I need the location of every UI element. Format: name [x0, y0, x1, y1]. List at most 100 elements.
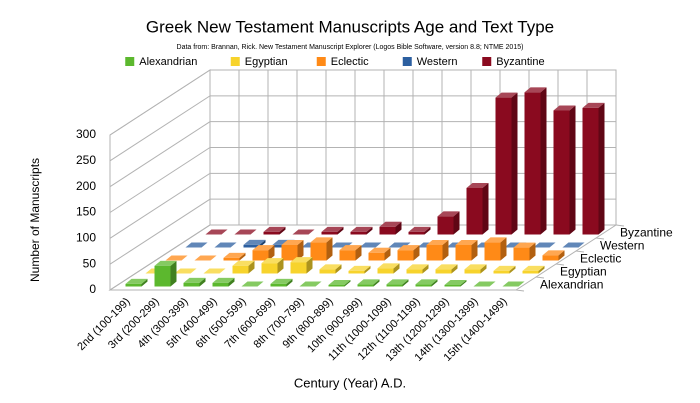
bar-top-shade [232, 260, 255, 266]
bar-front [368, 252, 385, 261]
floor-divider [535, 276, 545, 279]
legend-swatch [482, 57, 492, 66]
floor-divider [515, 289, 525, 292]
bar-front [212, 282, 229, 287]
bar-top-shade [495, 92, 518, 98]
bar-top-shade [328, 279, 351, 285]
bar-top-shade [321, 226, 344, 232]
bar-top-shade [205, 229, 228, 235]
legend-label: Eclectic [331, 56, 369, 68]
bar [437, 211, 460, 235]
bar-side-shade [540, 87, 547, 235]
bar [319, 264, 342, 274]
bar-side [500, 237, 507, 261]
bar-side-shade [442, 240, 449, 261]
bar [252, 245, 275, 261]
bar-side [482, 183, 489, 235]
bar [339, 245, 362, 261]
bar-side [540, 87, 547, 235]
bar-side-shade [239, 252, 246, 261]
bar-top-shade [455, 240, 478, 245]
bar-side-shade [335, 264, 342, 274]
bar-top-shade [379, 221, 402, 227]
bar-front [437, 216, 454, 235]
bar [455, 240, 478, 261]
bar [464, 264, 487, 274]
bar [154, 260, 177, 287]
bar-side-shade [402, 279, 409, 287]
bar-top-shade [553, 105, 576, 111]
bar-top-shade [484, 237, 507, 243]
bar-front [426, 245, 443, 261]
grid-line [109, 147, 616, 213]
bar-side-shade [286, 278, 293, 287]
bar-top-shade [437, 211, 460, 217]
bar [321, 226, 344, 235]
bar [263, 226, 286, 235]
bar-front [223, 257, 240, 261]
bar-top [212, 277, 235, 283]
bar-top [406, 264, 429, 270]
bar-side-shade [355, 245, 362, 261]
bar-top-shade [562, 242, 585, 248]
bar-side-shade [558, 250, 565, 261]
bar-side [286, 278, 293, 287]
bar [328, 279, 351, 287]
bar-top [234, 229, 257, 235]
bar-side [460, 279, 467, 287]
chart-title: Greek New Testament Manuscripts Age and … [146, 17, 554, 36]
y-axis-label: Number of Manuscripts [28, 158, 42, 282]
bar-front [484, 242, 501, 261]
bar [241, 281, 264, 287]
bar-top-shade [263, 226, 286, 232]
bar-front [495, 97, 512, 235]
bar-side-shade [393, 263, 400, 274]
bar-side-shade [364, 265, 371, 274]
bar-side [431, 279, 438, 287]
bar [299, 281, 322, 287]
bar-top-shade [243, 239, 266, 245]
bar-side-shade [480, 264, 487, 274]
bar-side [480, 264, 487, 274]
bar-side-shade [482, 183, 489, 235]
bar-top [270, 278, 293, 284]
bar-top [203, 268, 226, 274]
bar-top-shade [542, 250, 565, 256]
bar-front [290, 262, 307, 274]
bar-front [435, 269, 452, 274]
bar [397, 245, 420, 261]
bar-top-shade [397, 245, 420, 251]
x-axis-label: Century (Year) A.D. [294, 375, 406, 390]
bar-top [359, 242, 382, 248]
bar [234, 229, 257, 235]
bar-top [174, 268, 197, 274]
bar-front [243, 244, 260, 248]
bar-side-shade [344, 279, 351, 287]
bar-top-shade [154, 260, 177, 266]
legend-label: Western [417, 56, 458, 68]
bar-top-shade [466, 183, 489, 188]
bar-side-shade [228, 277, 235, 287]
bar [357, 279, 380, 287]
bar-side [384, 247, 391, 261]
bar-top-shade [310, 237, 333, 243]
bar [348, 265, 371, 274]
bar-front [350, 231, 367, 235]
bar-top-shade [582, 102, 605, 108]
bar-top [339, 245, 362, 251]
grid-line [109, 121, 616, 188]
bar-top [495, 92, 518, 98]
bar-top [185, 242, 208, 248]
bar-side-shade [471, 240, 478, 261]
bar-top [379, 221, 402, 227]
bar-top-shade [183, 277, 206, 283]
bar-side [509, 265, 516, 274]
y-tick-label: 300 [76, 127, 96, 141]
bar-top-shade [522, 265, 545, 271]
bar-front [379, 226, 396, 235]
bar-top [524, 87, 547, 93]
bar-top [261, 258, 284, 264]
bar-side-shade [384, 247, 391, 261]
bar-top [165, 255, 188, 261]
